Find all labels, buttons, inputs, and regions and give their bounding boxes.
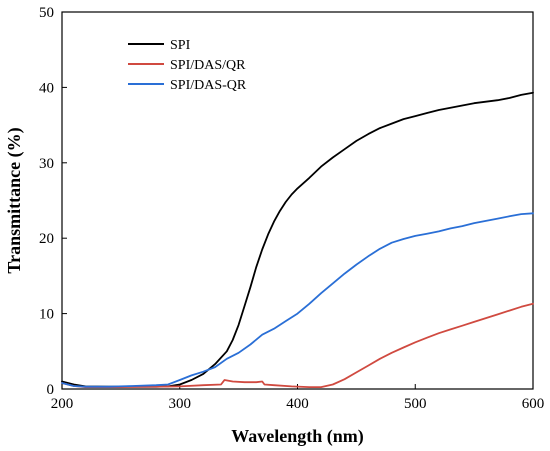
legend: SPI SPI/DAS/QR SPI/DAS-QR [128,38,247,93]
x-axis-label: Wavelength (nm) [231,426,364,447]
series-line-1 [61,91,534,388]
x-tick-label: 500 [404,396,427,412]
x-tick-label: 600 [522,396,545,412]
axis-ticks: 200 300 400 500 600 0 10 20 30 40 50 [39,5,544,412]
x-tick-label: 200 [51,396,74,412]
x-tick-label: 300 [169,396,192,412]
series-line-2 [61,302,534,388]
legend-label: SPI/DAS-QR [170,78,247,93]
y-tick-label: 10 [39,307,54,323]
x-tick-label: 400 [286,396,309,412]
series-lines [61,91,534,388]
y-tick-label: 30 [39,156,54,172]
y-tick-label: 0 [47,382,55,398]
series-line-3 [61,212,534,388]
y-axis-label: Transmittance (%) [4,127,25,273]
legend-label: SPI [170,38,191,53]
legend-label: SPI/DAS/QR [170,58,246,73]
y-tick-label: 40 [39,80,54,96]
plot-area-frame [61,11,534,390]
y-tick-label: 20 [39,231,54,247]
y-tick-label: 50 [39,5,54,21]
